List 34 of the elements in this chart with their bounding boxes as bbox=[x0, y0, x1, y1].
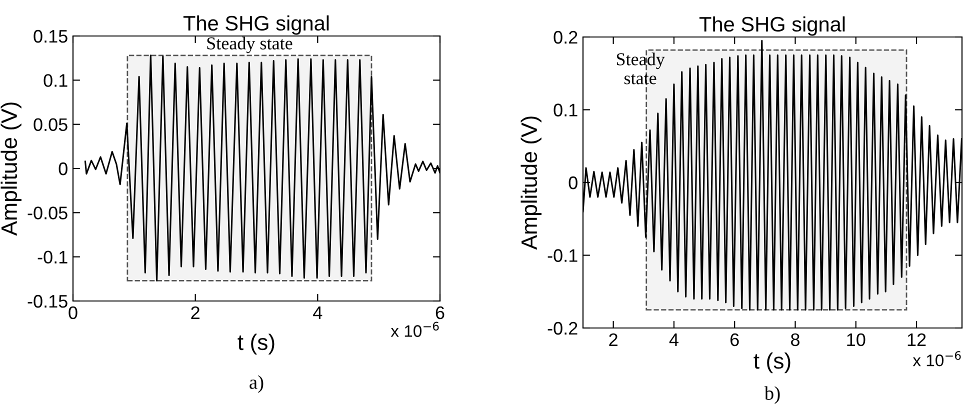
y-tick-label: 0.15 bbox=[34, 30, 68, 43]
x-tick-label: 4 bbox=[313, 306, 322, 319]
text: x 10$^{−6}$ bbox=[912, 351, 961, 366]
text: x 10$^{−6}$ bbox=[390, 322, 439, 337]
x-tick-label: 6 bbox=[436, 306, 444, 320]
chart-title: The SHG signal bbox=[183, 15, 329, 35]
y-tick-label: 0.2 bbox=[554, 30, 578, 44]
x-axis-title: t (s) bbox=[754, 352, 790, 374]
x-tick-label: 2 bbox=[191, 306, 200, 319]
y-tick-label: -0.1 bbox=[38, 250, 68, 264]
y-tick-label: 0.1 bbox=[554, 104, 578, 116]
x-tick-label: 6 bbox=[730, 333, 739, 346]
band-label: Steady state bbox=[207, 36, 292, 54]
text: a) bbox=[250, 375, 264, 393]
x-axis-title: t (s) bbox=[238, 334, 274, 355]
y-tick-label: 0.1 bbox=[44, 74, 68, 87]
x-tick-label: 10 bbox=[847, 333, 866, 346]
y-tick-label: -0.1 bbox=[548, 249, 578, 262]
band-label: Steady state bbox=[616, 52, 665, 84]
y-tick-label: -0.2 bbox=[548, 322, 578, 335]
y-tick-label: 0 bbox=[58, 162, 68, 176]
y-axis-title: Amplitude (V) bbox=[0, 102, 22, 236]
y-tick-label: -0.05 bbox=[28, 206, 68, 220]
y-tick-label: -0.15 bbox=[28, 294, 68, 308]
x-tick-label: 0 bbox=[68, 306, 78, 320]
x-tick-label: 4 bbox=[669, 334, 678, 346]
x-tick-label: 12 bbox=[908, 333, 926, 346]
y-tick-label: 0 bbox=[568, 176, 578, 190]
text: b) bbox=[764, 386, 780, 404]
y-tick-label: 0.05 bbox=[34, 118, 68, 132]
x-tick-label: 8 bbox=[791, 333, 800, 346]
chart-title: The SHG signal bbox=[699, 16, 845, 36]
y-axis-title: Amplitude (V) bbox=[520, 116, 542, 250]
x-tick-label: 2 bbox=[609, 333, 618, 346]
